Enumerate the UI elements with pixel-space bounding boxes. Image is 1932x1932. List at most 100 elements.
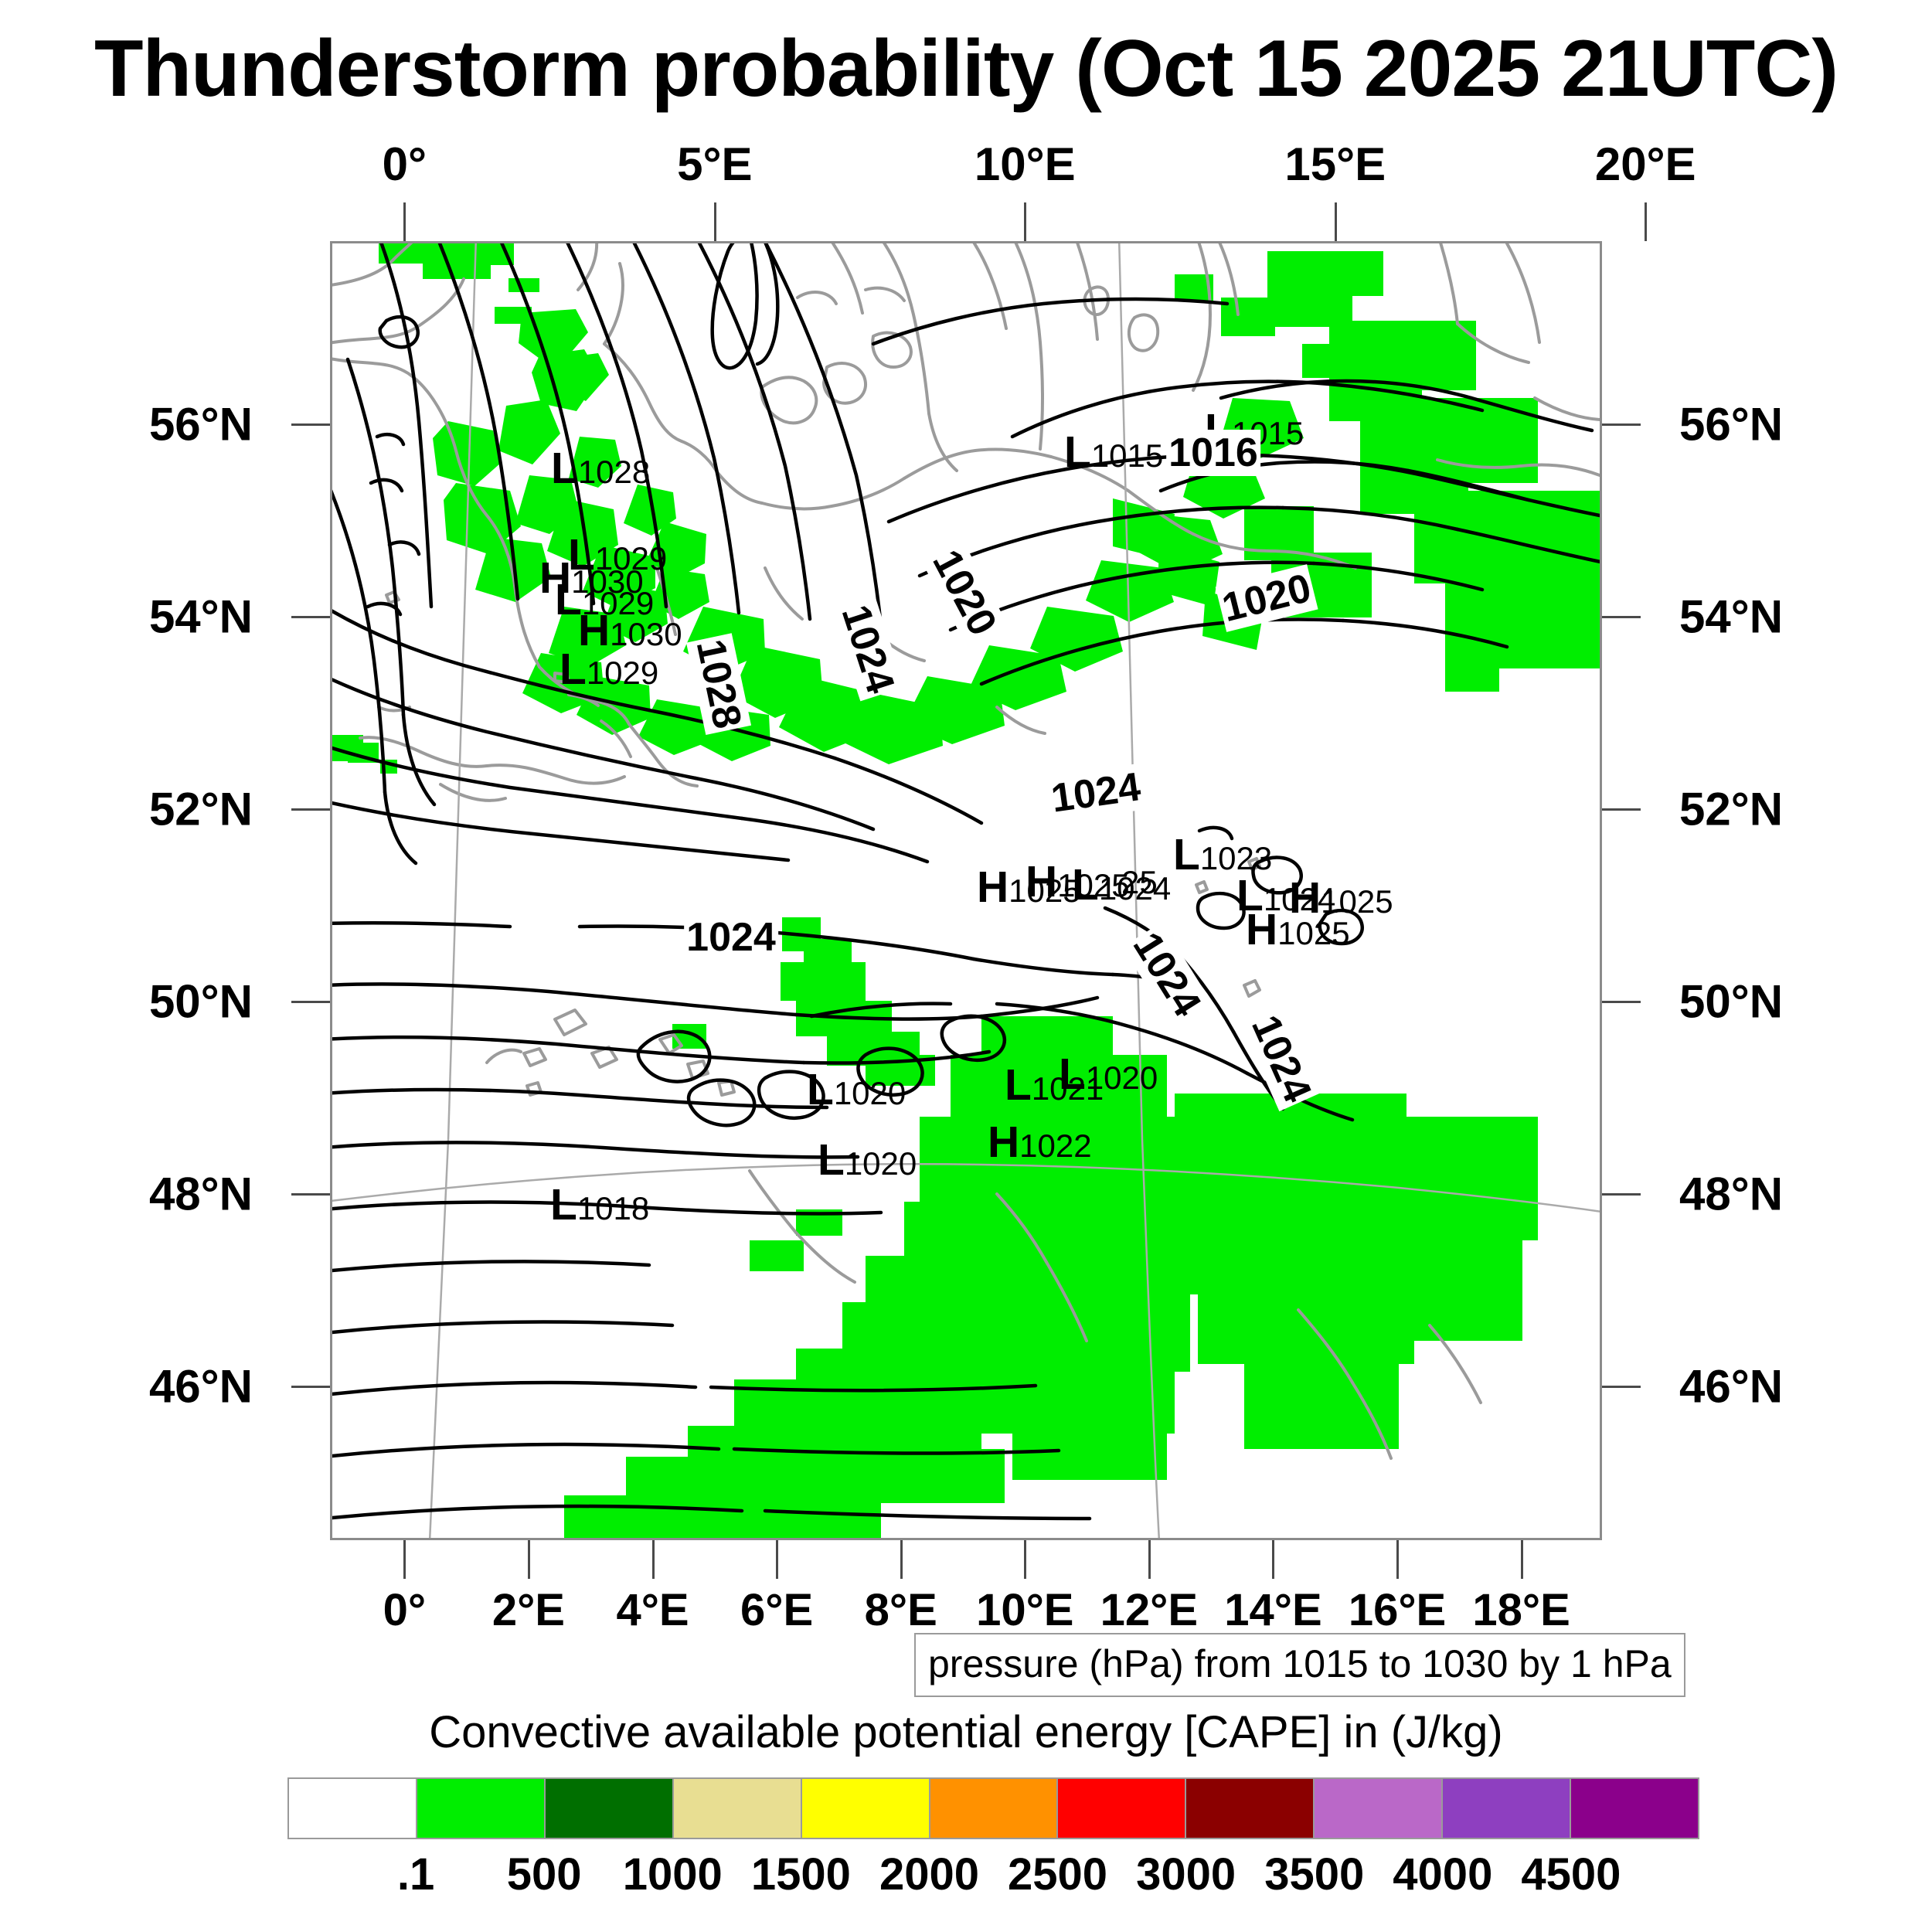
contour-value-label: 1024 <box>1046 763 1146 823</box>
pressure-center-type: H <box>539 553 572 603</box>
pressure-center-type: H <box>1026 857 1058 906</box>
axis-bottom-tick-label: 16°E <box>1348 1585 1447 1635</box>
colorbar-tick-label: 3500 <box>1264 1849 1365 1900</box>
contour-value-label: 1024 <box>1122 922 1212 1027</box>
axis-bottom-tick <box>776 1540 779 1579</box>
pressure-center-l: L1018 <box>550 1179 649 1230</box>
axis-bottom-tick <box>1148 1540 1151 1579</box>
contour-value-label: 1028 <box>686 633 751 735</box>
pressure-center-value: 1015 <box>1090 437 1164 474</box>
pressure-center-l: L1023 <box>1173 829 1272 880</box>
axis-left-tick <box>291 1000 330 1003</box>
pressure-center-type: L <box>1072 860 1099 910</box>
colorbar-segment[interactable] <box>1570 1779 1698 1838</box>
pressure-center-type: L <box>551 444 578 493</box>
axis-bottom-tick <box>1024 1540 1027 1579</box>
colorbar-tick-label: 3000 <box>1136 1849 1236 1900</box>
colorbar-segment[interactable] <box>415 1779 544 1838</box>
contour-value-label: 1016 <box>1166 430 1260 476</box>
pressure-center-type: L <box>550 1180 577 1230</box>
contour-value-label: 1020 <box>921 540 1008 645</box>
pressure-center-h: H1025 <box>1026 856 1130 907</box>
colorbar-segment[interactable] <box>1313 1779 1442 1838</box>
pressure-center-value: 1029 <box>581 585 655 621</box>
pressure-center-h: H1025 <box>1289 872 1393 923</box>
pressure-center-value: 1024 <box>1263 881 1336 917</box>
contour-value-label: 1020 <box>1215 564 1318 632</box>
axis-top-tick <box>1645 202 1648 241</box>
colorbar[interactable] <box>287 1777 1699 1839</box>
pressure-center-value: 1025 <box>1277 915 1350 951</box>
map-plot-area[interactable]: L1028L1029H1030L1029H1030L1029L1015L1015… <box>330 241 1602 1540</box>
axis-bottom-tick <box>651 1540 655 1579</box>
pressure-center-value: 1018 <box>577 1190 650 1226</box>
pressure-center-value: 1029 <box>594 540 668 577</box>
contour-value-label: 1024 <box>831 597 905 702</box>
pressure-center-h: H1030 <box>539 553 644 604</box>
pressure-center-value: 1021 <box>1031 1070 1104 1107</box>
axis-bottom-tick-label: 18°E <box>1472 1585 1570 1635</box>
pressure-center-value: 1020 <box>1085 1060 1158 1096</box>
axis-left-tick <box>291 808 330 811</box>
map-canvas <box>332 243 1600 1538</box>
pressure-center-type: L <box>818 1135 845 1185</box>
pressure-center-value: 1024 <box>1098 870 1172 906</box>
pressure-center-value: 1020 <box>844 1145 917 1182</box>
contour-value-label: 1024 <box>1240 1006 1322 1111</box>
colorbar-segment[interactable] <box>672 1779 801 1838</box>
axis-bottom-tick <box>1396 1540 1400 1579</box>
axis-top-tick-label: 5°E <box>677 138 753 190</box>
colorbar-tick-label: 4500 <box>1521 1849 1621 1900</box>
pressure-center-type: L <box>1064 427 1091 477</box>
pressure-center-value: 1030 <box>571 563 644 600</box>
pressure-center-value: 1022 <box>1019 1128 1092 1164</box>
pressure-center-type: L <box>1005 1060 1032 1110</box>
axis-top-tick <box>713 202 716 241</box>
colorbar-tick-label: .1 <box>396 1849 435 1900</box>
axis-bottom-tick <box>403 1540 406 1579</box>
axis-right-tick <box>1602 615 1641 618</box>
pressure-center-type: H <box>578 606 611 655</box>
axis-top-tick-label: 10°E <box>974 138 1076 190</box>
axis-left-tick <box>291 1192 330 1196</box>
colorbar-segment[interactable] <box>928 1779 1057 1838</box>
pressure-center-type: L <box>560 645 587 694</box>
contour-label-layer: 1016 1020 1020 1024 1028 1024 1024 1024 1024 <box>332 243 1600 1538</box>
colorbar-caption: Convective available potential energy [C… <box>429 1707 1503 1757</box>
page-title: Thunderstorm probability (Oct 15 2025 21… <box>94 24 1838 114</box>
axis-bottom-tick <box>1520 1540 1523 1579</box>
colorbar-segment[interactable] <box>1185 1779 1314 1838</box>
colorbar-segment[interactable] <box>543 1779 672 1838</box>
axis-bottom-tick-label: 8°E <box>864 1585 937 1635</box>
axis-left-tick <box>291 423 330 426</box>
pressure-center-value: 1023 <box>1199 840 1273 876</box>
colorbar-segment[interactable] <box>1056 1779 1185 1838</box>
pressure-center-l: L1020 <box>818 1134 917 1185</box>
axis-left-tick-label: 48°N <box>148 1168 253 1220</box>
pressure-center-type: H <box>977 862 1009 912</box>
pressure-center-l: L1028 <box>551 443 650 494</box>
pressure-center-l: L1029 <box>568 529 667 580</box>
pressure-center-l: L1021 <box>1005 1060 1104 1111</box>
colorbar-segment[interactable] <box>800 1779 929 1838</box>
axis-left-tick <box>291 1385 330 1388</box>
colorbar-strip[interactable] <box>287 1777 1699 1839</box>
axis-bottom-tick-label: 14°E <box>1224 1585 1322 1635</box>
isobar-contours <box>332 243 1600 1521</box>
pressure-center-type: L <box>568 530 595 580</box>
axis-right-tick-label: 50°N <box>1679 975 1784 1028</box>
axis-top-tick-label: 20°E <box>1594 138 1696 190</box>
axis-right-tick <box>1602 423 1641 426</box>
pressure-center-l: L1024 <box>1072 859 1171 910</box>
axis-right-tick-label: 54°N <box>1679 590 1784 643</box>
pressure-center-type: L <box>555 575 582 624</box>
colorbar-segment[interactable] <box>1441 1779 1570 1838</box>
axis-left-tick-label: 46°N <box>148 1360 253 1413</box>
axis-bottom-tick-label: 12°E <box>1100 1585 1199 1635</box>
colorbar-segment[interactable] <box>289 1779 416 1838</box>
axis-right-tick-label: 52°N <box>1679 783 1784 835</box>
pressure-center-type: L <box>1236 871 1264 920</box>
pressure-center-l: L1020 <box>807 1064 906 1115</box>
pressure-center-value: 1029 <box>586 655 659 691</box>
pressure-center-value: 1028 <box>577 454 651 490</box>
